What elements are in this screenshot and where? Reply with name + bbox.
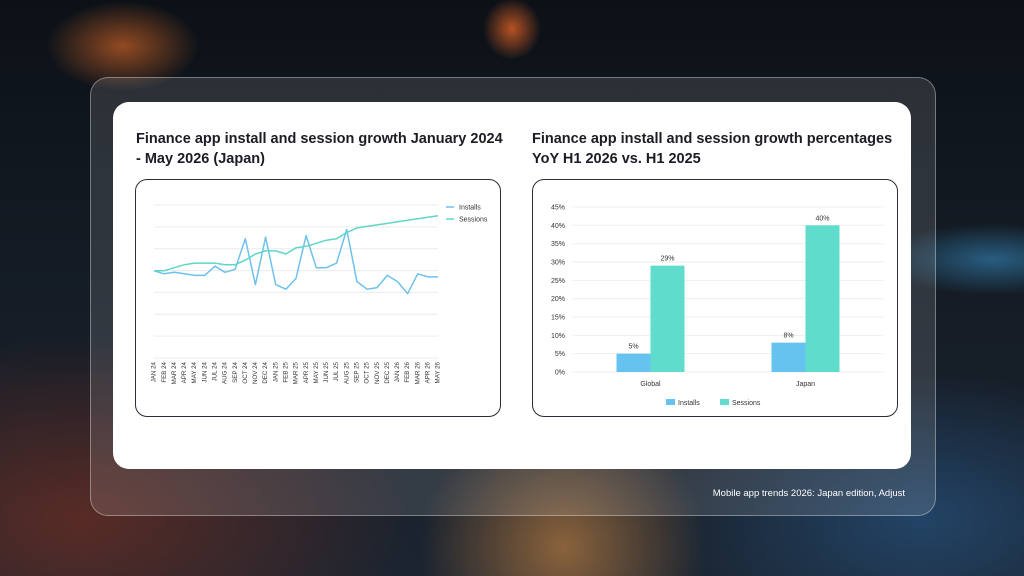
x-tick-label: JAN 24 [151,361,158,382]
series-line-installs [153,228,438,295]
line-chart: JAN 24 FEB 24 MAR 24 APR 24 MAY 24 JUN 24 JUL … [151,204,488,384]
y-tick-label: 45% [551,205,565,212]
x-tick-label: SEP 24 [232,361,239,382]
x-category-label: Global [640,381,661,388]
series-line-sessions [154,214,439,272]
bar-chart-box: 0% 5% 10% 15% 20% 25% 30% 35% 40% 45% 5% 29% Global 8… [532,179,898,417]
bar-installs-global [616,353,651,372]
x-tick-label: MAR 26 [414,361,421,384]
legend-label: Sessions [459,217,488,224]
x-tick-label: FEB 25 [282,361,289,382]
legend-swatch [720,399,729,405]
y-tick-label: 30% [551,260,565,267]
bar-chart-title: Finance app install and session growth p… [532,131,893,167]
x-category-label: Japan [796,381,815,388]
x-tick-label: NOV 24 [252,361,259,384]
legend-swatch [666,399,675,405]
x-tick-label: APR 26 [424,361,431,383]
x-tick-label: MAR 24 [171,361,178,384]
x-tick-label: SEP 25 [353,361,360,382]
data-label: 8% [783,333,793,340]
line-chart-box: JAN 24 FEB 24 MAR 24 APR 24 MAY 24 JUN 24 JUL … [135,179,501,417]
x-tick-label: JUL 25 [333,361,340,381]
line-chart-title: Finance app install and session growth J… [136,131,503,167]
x-tick-label: FEB 26 [404,361,411,382]
data-label: 5% [628,344,638,351]
x-tick-label: OCT 25 [364,361,371,383]
x-tick-label: DEC 25 [384,361,391,383]
y-tick-label: 5% [555,351,565,358]
x-tick-label: MAR 25 [293,361,300,384]
x-tick-label: JUN 25 [323,361,330,382]
x-tick-label: AUG 24 [222,361,229,384]
data-label: 40% [815,215,829,222]
x-tick-label: DEC 24 [262,361,269,383]
y-tick-label: 15% [551,315,565,322]
x-tick-label: JAN 26 [394,361,401,382]
x-tick-label: JAN 25 [272,361,279,382]
x-tick-label: APR 24 [181,361,188,383]
source-caption: Mobile app trends 2026: Japan edition, A… [712,488,905,499]
x-tick-label: NOV 25 [374,361,381,384]
x-tick-label: MAY 25 [313,361,320,383]
x-tick-label: FEB 24 [161,361,168,382]
legend-label: Sessions [732,400,761,407]
y-tick-label: 0% [555,370,565,377]
bar-sessions-global [650,265,685,372]
y-tick-label: 10% [551,333,565,340]
x-tick-label: JUN 24 [201,361,208,382]
legend-label: Installs [459,205,481,212]
x-tick-label: APR 25 [303,361,310,383]
legend-label: Installs [678,400,700,407]
bar-sessions-japan [805,225,840,372]
y-tick-label: 25% [551,278,565,285]
bar-chart: 0% 5% 10% 15% 20% 25% 30% 35% 40% 45% 5% 29% Global 8… [551,205,883,407]
bar-installs-japan [771,342,806,372]
x-tick-label: OCT 24 [242,361,249,383]
y-tick-label: 20% [551,296,565,303]
data-label: 29% [660,256,674,263]
y-tick-label: 35% [551,241,565,248]
x-tick-label: AUG 25 [343,361,350,384]
x-tick-label: JUL 24 [211,361,218,381]
y-tick-label: 40% [551,223,565,230]
x-tick-label: MAY 24 [191,361,198,383]
x-tick-label: MAY 26 [435,361,442,383]
